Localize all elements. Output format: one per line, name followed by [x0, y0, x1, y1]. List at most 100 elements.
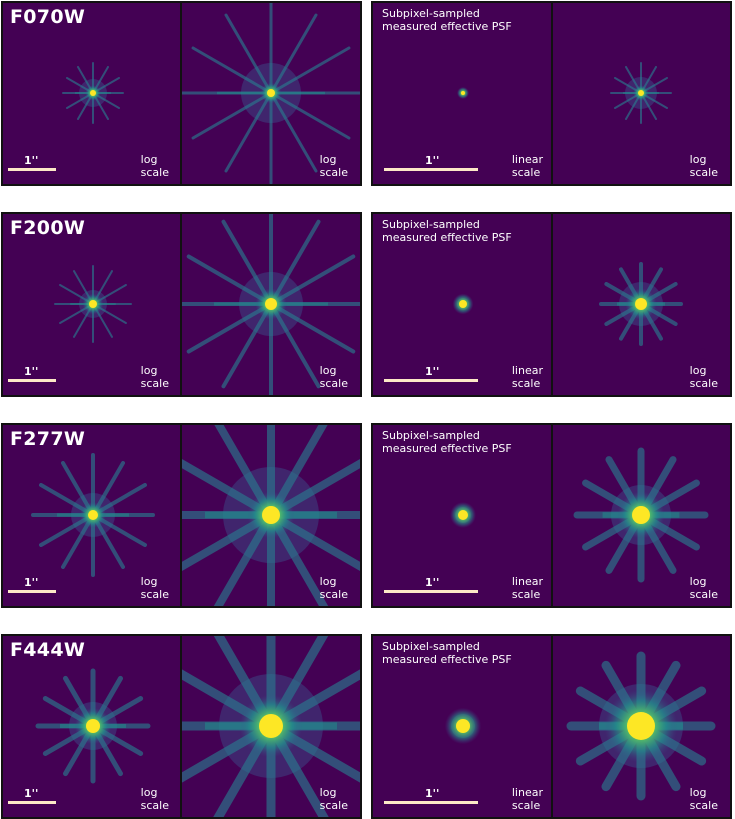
psf-core: [461, 91, 465, 95]
psf-core: [267, 89, 275, 97]
scale-type-line1: log: [319, 575, 337, 588]
scale-bar-label: 1'': [425, 154, 440, 167]
psf-image: [54, 265, 132, 343]
scale-type-line2: scale: [511, 166, 541, 179]
scale-type-line2: scale: [689, 377, 718, 390]
psf-core: [265, 298, 277, 310]
filter-label: F277W: [10, 428, 86, 450]
scale-type-line1: linear: [511, 153, 543, 166]
scale-type-line1: log: [140, 153, 158, 166]
psf-core: [638, 90, 644, 96]
scale-bar: [384, 379, 478, 382]
panel-note-line1: Subpixel-sampled: [382, 218, 480, 231]
psf-core: [627, 712, 655, 740]
psf-panel-f200w-2: log scale: [182, 214, 360, 395]
panel-note-line2: measured effective PSF: [382, 653, 512, 666]
scale-type-line1: log: [140, 786, 158, 799]
psf-image: [31, 453, 155, 577]
psf-image: [573, 447, 709, 583]
psf-image: [457, 87, 469, 99]
panel-note: Subpixel-sampled measured effective PSF: [382, 640, 512, 666]
scale-bar-label: 1'': [24, 365, 39, 378]
panel-note-line1: Subpixel-sampled: [382, 7, 480, 20]
scale-type-label: log scale: [690, 786, 718, 812]
psf-image: [62, 62, 124, 124]
scale-bar: [8, 379, 56, 382]
psf-image: [444, 707, 482, 745]
scale-type-line1: linear: [511, 575, 543, 588]
scale-type-line2: scale: [511, 377, 541, 390]
scale-type-line1: log: [689, 364, 707, 377]
scale-type-line1: log: [689, 153, 707, 166]
scale-type-line2: scale: [140, 377, 169, 390]
scale-bar-label: 1'': [425, 365, 440, 378]
psf-core: [88, 510, 98, 520]
scale-type-label: linear scale: [512, 364, 543, 390]
scale-type-label: log scale: [690, 575, 718, 601]
scale-type-line1: linear: [511, 364, 543, 377]
scale-bar-label: 1'': [24, 576, 39, 589]
psf-image: [182, 636, 360, 817]
scale-type-label: linear scale: [512, 575, 543, 601]
psf-core: [458, 510, 468, 520]
panel-note-line2: measured effective PSF: [382, 20, 512, 33]
filter-label: F444W: [10, 639, 86, 661]
scale-type-line2: scale: [319, 377, 348, 390]
psf-core: [89, 300, 97, 308]
scale-bar: [8, 801, 56, 804]
scale-type-line1: log: [689, 575, 707, 588]
scale-type-line2: scale: [319, 799, 348, 812]
psf-panel-f444w-4: log scale: [552, 636, 730, 817]
psf-panel-f277w-4: log scale: [552, 425, 730, 606]
scale-type-line1: log: [319, 364, 337, 377]
psf-panel-f070w-3: Subpixel-sampled measured effective PSF 1'…: [373, 3, 551, 184]
scale-bar: [8, 590, 56, 593]
psf-core: [459, 300, 467, 308]
scale-type-line2: scale: [689, 166, 718, 179]
scale-bar: [8, 168, 56, 171]
scale-type-line1: log: [319, 153, 337, 166]
panel-note: Subpixel-sampled measured effective PSF: [382, 7, 512, 33]
scale-bar-label: 1'': [425, 787, 440, 800]
psf-panel-f200w-1: F200W 1'' log scale: [3, 214, 181, 395]
psf-panel-f277w-3: Subpixel-sampled measured effective PSF 1'…: [373, 425, 551, 606]
psf-panel-f444w-1: F444W 1'' log scale: [3, 636, 181, 817]
panel-note-line1: Subpixel-sampled: [382, 640, 480, 653]
psf-core: [456, 719, 470, 733]
panel-note-line1: Subpixel-sampled: [382, 429, 480, 442]
scale-type-label: log scale: [141, 786, 169, 812]
scale-type-line1: log: [319, 786, 337, 799]
scale-bar: [384, 801, 478, 804]
psf-image: [450, 502, 476, 528]
scale-type-label: log scale: [690, 364, 718, 390]
psf-image: [182, 425, 360, 606]
panel-note: Subpixel-sampled measured effective PSF: [382, 218, 512, 244]
psf-image: [182, 3, 360, 184]
scale-type-label: log scale: [320, 153, 348, 179]
scale-type-line2: scale: [140, 799, 169, 812]
scale-bar-label: 1'': [24, 787, 39, 800]
psf-image: [610, 62, 672, 124]
scale-type-label: log scale: [320, 575, 348, 601]
filter-label: F070W: [10, 6, 86, 28]
psf-core: [262, 506, 280, 524]
psf-panel-f277w-2: log scale: [182, 425, 360, 606]
scale-type-label: log scale: [141, 575, 169, 601]
scale-type-line2: scale: [319, 166, 348, 179]
psf-panel-f444w-2: log scale: [182, 636, 360, 817]
psf-core: [86, 719, 100, 733]
scale-type-line1: linear: [511, 786, 543, 799]
scale-type-label: log scale: [141, 153, 169, 179]
panel-note-line2: measured effective PSF: [382, 231, 512, 244]
psf-panel-f444w-3: Subpixel-sampled measured effective PSF 1'…: [373, 636, 551, 817]
psf-core: [632, 506, 650, 524]
psf-image: [452, 293, 474, 315]
psf-panel-f070w-4: log scale: [552, 3, 730, 184]
scale-type-label: log scale: [690, 153, 718, 179]
scale-type-line1: log: [140, 364, 158, 377]
scale-type-line2: scale: [689, 799, 718, 812]
scale-type-label: log scale: [320, 786, 348, 812]
scale-bar: [384, 168, 478, 171]
scale-type-line2: scale: [140, 166, 169, 179]
scale-type-label: log scale: [141, 364, 169, 390]
